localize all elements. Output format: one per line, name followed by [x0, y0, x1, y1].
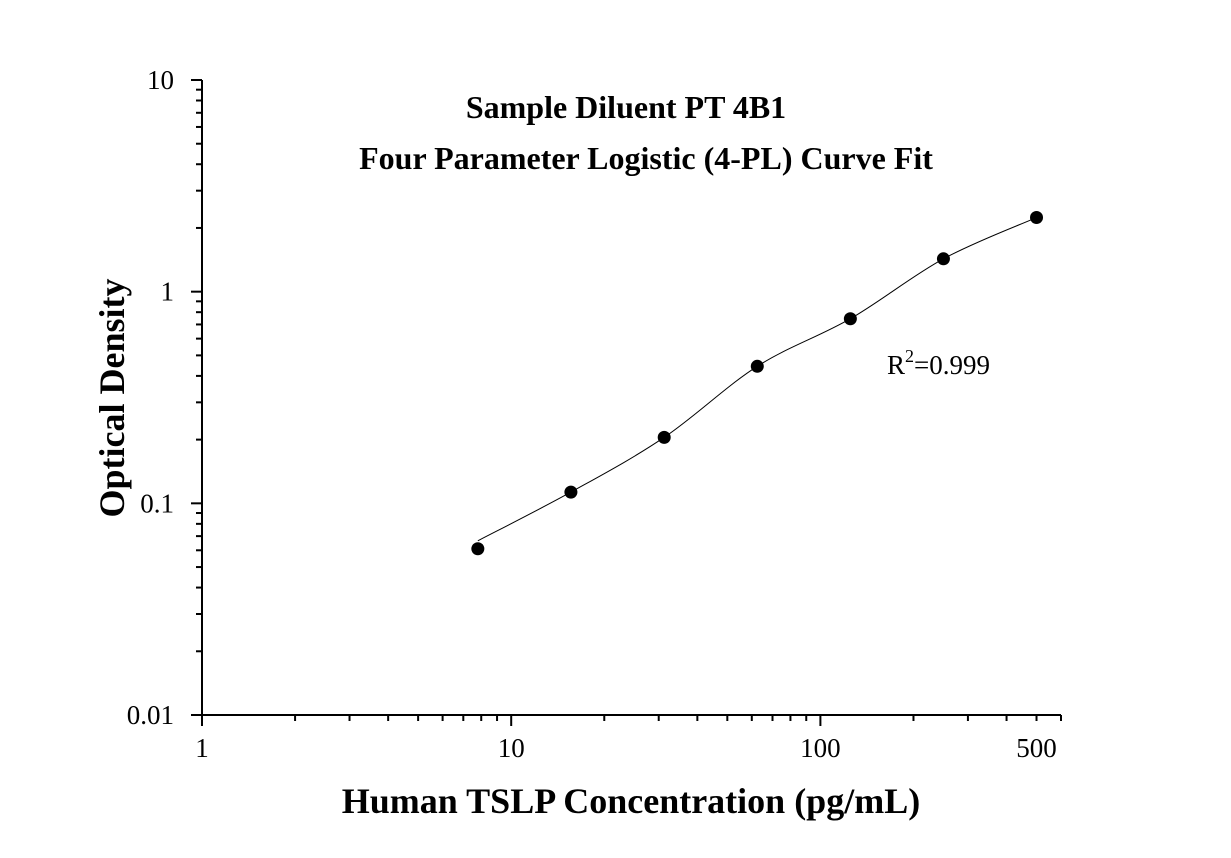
y-tick-label: 10	[147, 65, 174, 95]
data-point	[750, 359, 764, 373]
x-tick-label: 10	[498, 733, 525, 763]
data-points	[471, 211, 1044, 556]
chart-title-line-1: Sample Diluent PT 4B1	[466, 89, 786, 125]
y-axis-label: Optical Density	[92, 279, 132, 518]
data-point	[564, 485, 578, 499]
r-squared-annotation: R2=0.999	[887, 346, 990, 380]
chart-title-line-2: Four Parameter Logistic (4-PL) Curve Fit	[359, 140, 933, 176]
y-tick-label: 0.01	[127, 700, 174, 730]
x-axis-label: Human TSLP Concentration (pg/mL)	[342, 781, 920, 821]
data-point	[657, 430, 671, 444]
y-tick-label: 1	[161, 277, 175, 307]
x-tick-label: 500	[1016, 733, 1057, 763]
y-tick-label: 0.1	[140, 488, 174, 518]
data-point	[471, 542, 485, 556]
axes: 1 10 100 500 0.01 0.1 1 10	[127, 65, 1062, 763]
x-tick-label: 100	[800, 733, 841, 763]
data-point	[1030, 211, 1044, 225]
data-point	[936, 252, 950, 266]
data-point	[843, 312, 857, 326]
x-tick-label: 1	[195, 733, 209, 763]
